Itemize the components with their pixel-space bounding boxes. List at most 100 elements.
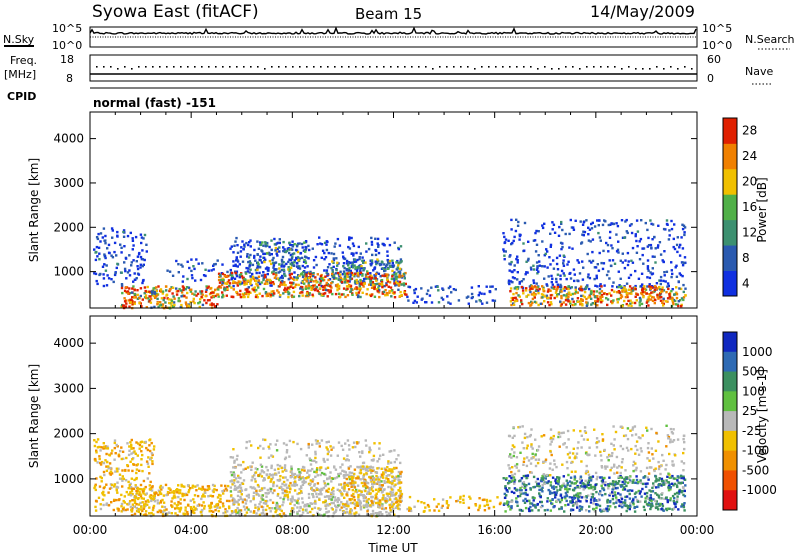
- data-cell: [561, 245, 564, 249]
- data-cell: [347, 279, 350, 283]
- data-cell: [308, 474, 311, 477]
- data-cell: [523, 483, 526, 486]
- data-cell: [312, 266, 316, 269]
- data-cell: [296, 276, 299, 280]
- data-cell: [339, 472, 342, 475]
- data-cell: [572, 228, 576, 231]
- data-cell: [179, 489, 182, 492]
- data-cell: [596, 219, 599, 222]
- data-cell: [567, 285, 570, 288]
- data-cell: [634, 234, 637, 238]
- data-cell: [262, 447, 265, 450]
- data-cell: [630, 292, 633, 295]
- data-cell: [361, 259, 364, 262]
- data-cell: [580, 241, 584, 244]
- data-cell: [380, 280, 384, 284]
- data-cell: [157, 489, 161, 492]
- data-cell: [231, 281, 235, 285]
- data-cell: [280, 260, 284, 263]
- data-cell: [309, 510, 312, 514]
- data-cell: [637, 500, 640, 503]
- data-cell: [253, 474, 256, 477]
- data-cell: [253, 290, 257, 293]
- data-cell: [550, 274, 553, 278]
- data-cell: [574, 286, 577, 289]
- data-cell: [270, 248, 273, 252]
- data-cell: [357, 274, 360, 277]
- data-cell: [192, 265, 195, 268]
- data-cell: [113, 250, 116, 254]
- data-cell: [375, 262, 378, 266]
- data-cell: [100, 476, 103, 480]
- data-cell: [403, 290, 407, 293]
- data-cell: [196, 292, 200, 296]
- data-cell: [351, 261, 354, 264]
- data-cell: [672, 484, 675, 487]
- data-cell: [147, 465, 150, 468]
- data-cell: [93, 444, 97, 448]
- data-cell: [605, 297, 608, 300]
- data-cell: [543, 254, 546, 257]
- data-cell: [306, 504, 309, 508]
- data-cell: [576, 496, 579, 499]
- data-cell: [514, 229, 518, 233]
- data-cell: [598, 236, 602, 239]
- data-cell: [386, 278, 389, 281]
- data-cell: [142, 513, 146, 517]
- data-cell: [330, 506, 333, 510]
- data-cell: [668, 229, 671, 232]
- data-cell: [346, 294, 350, 297]
- data-cell: [153, 286, 156, 290]
- data-cell: [156, 301, 159, 304]
- data-cell: [104, 459, 107, 462]
- data-cell: [361, 451, 364, 455]
- data-cell: [193, 267, 196, 271]
- data-cell: [193, 301, 196, 305]
- data-cell: [181, 492, 184, 495]
- data-cell: [130, 264, 133, 267]
- data-cell: [398, 496, 402, 500]
- data-cell: [106, 274, 109, 277]
- data-cell: [261, 511, 265, 515]
- data-cell: [519, 233, 522, 237]
- data-cell: [293, 482, 296, 485]
- data-cell: [546, 250, 549, 253]
- data-cell: [282, 261, 285, 264]
- data-cell: [263, 486, 266, 490]
- data-cell: [374, 276, 377, 280]
- data-cell: [596, 263, 599, 266]
- data-cell: [594, 483, 597, 487]
- data-cell: [233, 475, 236, 478]
- data-cell: [180, 295, 183, 298]
- data-cell: [243, 283, 246, 286]
- data-cell: [407, 285, 410, 288]
- data-cell: [611, 300, 614, 304]
- data-cell: [211, 483, 215, 487]
- data-cell: [344, 474, 347, 477]
- data-cell: [318, 508, 321, 511]
- data-cell: [369, 278, 373, 281]
- data-cell: [336, 454, 339, 457]
- data-cell: [377, 272, 381, 275]
- data-cell: [314, 279, 318, 282]
- data-cell: [393, 271, 396, 274]
- data-cell: [139, 294, 142, 298]
- data-cell: [623, 501, 627, 505]
- data-cell: [205, 301, 208, 305]
- data-cell: [636, 230, 640, 233]
- data-cell: [151, 498, 154, 501]
- data-cell: [266, 266, 269, 269]
- freq-dot: [600, 66, 602, 68]
- data-cell: [145, 296, 148, 300]
- data-cell: [190, 510, 194, 513]
- data-cell: [305, 454, 308, 457]
- data-cell: [246, 295, 250, 299]
- data-cell: [266, 469, 269, 472]
- data-cell: [301, 511, 305, 514]
- data-cell: [621, 480, 624, 484]
- data-cell: [245, 289, 249, 292]
- data-cell: [359, 469, 362, 472]
- data-cell: [562, 301, 565, 304]
- data-cell: [534, 250, 538, 253]
- data-cell: [315, 470, 318, 474]
